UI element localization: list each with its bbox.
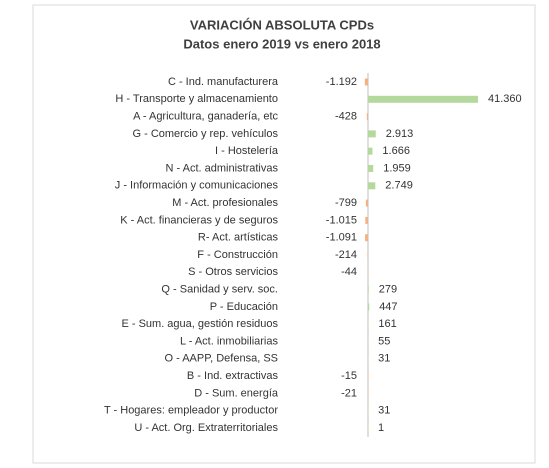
value-label: 55	[378, 335, 390, 347]
category-label: P - Educación	[210, 301, 278, 313]
value-label: 31	[378, 353, 390, 365]
value-label: 1.959	[383, 162, 411, 174]
category-label: A - Agricultura, ganadería, etc	[133, 111, 278, 123]
bar	[368, 286, 369, 294]
value-label: -799	[335, 197, 357, 209]
bar	[368, 424, 369, 432]
category-label: B - Ind. extractivas	[187, 370, 279, 382]
category-label: O - AAPP, Defensa, SS	[164, 353, 278, 365]
bar	[368, 338, 369, 345]
value-label: 41.360	[488, 93, 522, 105]
category-label: H - Transporte y almacenamiento	[115, 93, 278, 105]
bar	[368, 320, 369, 328]
value-label: 447	[379, 301, 397, 313]
bar	[365, 199, 368, 207]
chart-frame	[32, 4, 536, 464]
bar	[368, 303, 370, 311]
value-label: 1	[378, 422, 384, 434]
category-label: K - Act. financieras y de seguros	[120, 214, 278, 226]
bar	[367, 372, 369, 380]
category-label: F - Construcción	[197, 249, 278, 261]
category-label: U - Act. Org. Extraterritoriales	[134, 422, 278, 434]
value-label: -1.091	[326, 232, 357, 244]
category-label: S - Otros servicios	[188, 266, 278, 278]
chart-title: VARIACIÓN ABSOLUTA CPDs	[190, 17, 374, 32]
bar	[364, 78, 368, 86]
value-label: -44	[341, 266, 357, 278]
bar	[367, 389, 369, 397]
value-label: -428	[335, 111, 357, 123]
bar	[366, 113, 368, 121]
category-label: N - Act. administrativas	[166, 162, 279, 174]
category-label: R- Act. artísticas	[198, 232, 279, 244]
bar	[365, 234, 368, 242]
value-label: 161	[378, 318, 396, 330]
category-label: D - Sum. energía	[194, 387, 279, 399]
value-label: 1.666	[382, 145, 410, 157]
bar	[368, 147, 373, 155]
category-label: E - Sum. agua, gestión residuos	[121, 318, 278, 330]
chart-subtitle: Datos enero 2019 vs enero 2018	[183, 36, 380, 51]
category-label: M - Act. profesionales	[172, 197, 278, 209]
value-label: -214	[335, 249, 357, 261]
category-label: C - Ind. manufacturera	[168, 76, 279, 88]
value-label: -21	[341, 387, 357, 399]
bar	[368, 355, 369, 363]
value-label: -1.192	[326, 76, 357, 88]
value-label: -1.015	[326, 214, 357, 226]
category-label: Q - Sanidad y serv. soc.	[161, 284, 278, 296]
bar	[368, 407, 369, 415]
value-label: -15	[341, 370, 357, 382]
bar	[367, 251, 368, 259]
bar	[368, 165, 374, 172]
bar	[368, 182, 376, 190]
value-label: 279	[379, 284, 397, 296]
bar	[368, 95, 478, 103]
bar	[368, 130, 376, 138]
bar	[367, 268, 369, 276]
category-label: J - Información y comunicaciones	[115, 180, 279, 192]
value-label: 31	[378, 405, 390, 417]
category-label: G - Comercio y rep. vehículos	[133, 128, 279, 140]
category-label: I - Hostelería	[215, 145, 279, 157]
bar	[365, 216, 368, 224]
category-label: L - Act. inmobiliarias	[180, 335, 279, 347]
value-label: 2.749	[385, 180, 413, 192]
category-label: T - Hogares: empleador y productor	[104, 405, 278, 417]
value-label: 2.913	[386, 128, 414, 140]
